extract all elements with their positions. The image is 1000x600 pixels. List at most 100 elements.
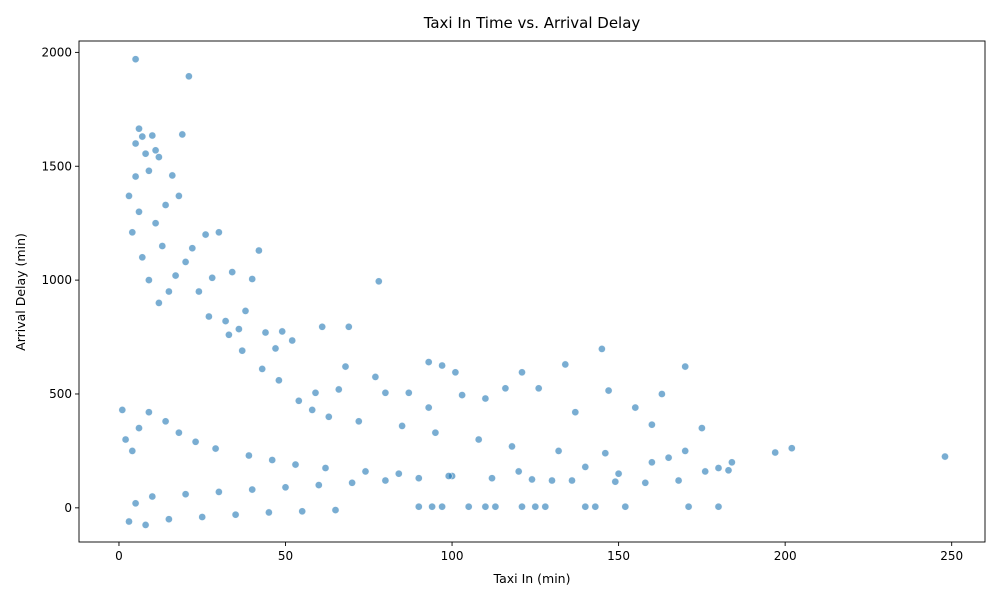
x-tick-label: 200	[774, 549, 797, 563]
data-point	[428, 502, 436, 511]
data-point	[254, 246, 263, 255]
data-point	[231, 510, 240, 519]
data-point	[631, 403, 640, 412]
data-point	[648, 420, 656, 429]
data-point	[281, 483, 290, 492]
data-point	[204, 312, 213, 321]
data-point	[568, 476, 576, 485]
data-point	[141, 149, 150, 158]
x-tick-label: 250	[940, 549, 963, 563]
data-point	[404, 388, 413, 397]
data-point	[488, 474, 496, 483]
data-point	[318, 322, 327, 331]
data-point	[458, 391, 466, 399]
data-point	[261, 328, 270, 337]
data-point	[581, 462, 590, 471]
data-point	[191, 437, 200, 446]
data-point	[381, 476, 390, 485]
data-point	[184, 72, 193, 81]
data-point	[291, 460, 300, 469]
data-point	[144, 166, 153, 175]
data-point	[214, 228, 223, 237]
data-point	[174, 191, 183, 200]
data-points	[118, 55, 949, 529]
data-point	[178, 130, 187, 139]
data-point	[314, 481, 323, 489]
data-point	[288, 336, 297, 345]
data-point	[244, 451, 253, 460]
data-point	[614, 469, 623, 478]
y-tick-label: 1000	[41, 273, 72, 287]
y-axis-label: Arrival Delay (min)	[13, 233, 28, 351]
data-point	[141, 521, 150, 529]
data-point	[611, 477, 620, 486]
data-point	[598, 344, 606, 353]
data-point	[601, 449, 610, 458]
data-point	[321, 464, 330, 472]
data-point	[135, 424, 143, 432]
chart-title: Taxi In Time vs. Arrival Delay	[423, 14, 641, 32]
data-point	[438, 361, 446, 370]
data-point	[681, 446, 690, 455]
data-point	[464, 502, 473, 511]
y-tick-label: 1500	[41, 159, 72, 173]
data-point	[344, 322, 353, 331]
x-axis-ticks: 0 50 100 150 200 250	[115, 542, 963, 563]
x-tick-label: 0	[115, 549, 123, 563]
data-point	[621, 502, 630, 511]
data-point	[561, 360, 570, 369]
data-point	[394, 469, 403, 478]
x-tick-label: 150	[607, 549, 630, 563]
data-point	[268, 456, 277, 464]
y-tick-label: 2000	[41, 45, 72, 59]
y-tick-label: 0	[64, 501, 72, 515]
data-point	[414, 502, 423, 511]
data-point	[154, 298, 163, 307]
data-point	[414, 474, 423, 483]
data-point	[518, 368, 526, 377]
data-point	[431, 428, 440, 437]
data-point	[591, 502, 600, 511]
data-point	[451, 368, 460, 377]
data-point	[274, 376, 283, 385]
data-point	[248, 485, 257, 494]
data-point	[508, 442, 516, 451]
data-point	[118, 405, 127, 414]
data-point	[684, 502, 693, 511]
plot-frame	[78, 40, 986, 543]
data-point	[541, 502, 550, 511]
data-point	[201, 230, 210, 239]
data-point	[398, 421, 406, 430]
data-point	[224, 330, 233, 339]
data-point	[518, 502, 526, 511]
data-point	[161, 417, 170, 426]
data-point	[348, 478, 356, 487]
data-point	[125, 191, 133, 200]
data-point	[151, 146, 160, 155]
data-point	[361, 467, 370, 476]
data-point	[528, 475, 536, 484]
x-axis-label: Taxi In (min)	[493, 571, 571, 586]
data-point	[714, 464, 723, 472]
data-point	[698, 424, 706, 432]
data-point	[238, 346, 247, 355]
data-point	[135, 124, 143, 133]
data-point	[174, 428, 183, 437]
data-point	[138, 253, 147, 262]
data-point	[514, 467, 523, 476]
data-point	[664, 453, 673, 462]
data-point	[324, 412, 333, 421]
data-point	[181, 257, 190, 266]
data-point	[181, 490, 190, 499]
data-point	[151, 219, 160, 228]
data-point	[228, 268, 237, 276]
data-point	[234, 325, 243, 333]
data-point	[374, 277, 383, 286]
data-point	[258, 364, 267, 373]
data-point	[424, 403, 433, 412]
data-point	[424, 358, 433, 366]
data-point	[554, 446, 563, 455]
data-point	[144, 276, 153, 284]
data-point	[188, 244, 197, 253]
